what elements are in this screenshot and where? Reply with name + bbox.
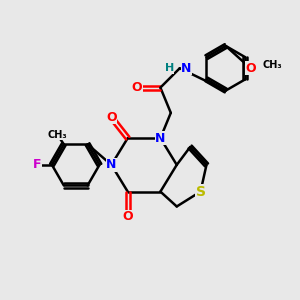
Text: F: F [33,158,41,171]
Text: S: S [196,184,206,199]
Text: N: N [181,62,192,75]
Text: CH₃: CH₃ [47,130,67,140]
Text: O: O [131,81,142,94]
Text: CH₃: CH₃ [263,60,283,70]
Text: O: O [122,210,133,224]
Text: O: O [245,62,256,75]
Text: N: N [155,132,166,145]
Text: N: N [106,158,116,171]
Text: O: O [106,111,117,124]
Text: H: H [164,63,174,73]
